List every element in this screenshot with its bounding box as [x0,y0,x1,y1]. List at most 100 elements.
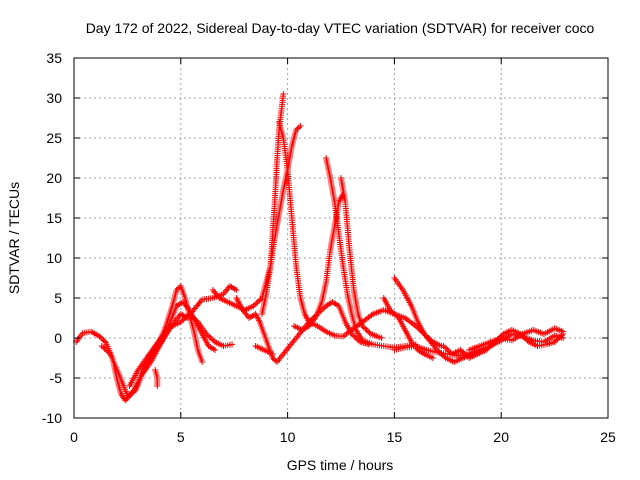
y-tick-label: 10 [46,250,62,266]
series-sat-q [440,327,567,361]
data-point [209,336,216,343]
data-point [523,336,530,343]
data-point [183,313,190,320]
y-tick-label: 5 [54,290,62,306]
data-point [210,337,217,344]
y-tick-label: 30 [46,90,62,106]
data-point [391,311,398,317]
data-point [295,124,302,131]
y-axis-label: SDTVAR / TECUs [6,182,22,294]
y-tick-label: -10 [42,410,62,426]
series-sat-e [152,367,161,389]
data-point [105,349,112,356]
data-point [173,287,180,293]
data-point [392,312,399,319]
data-point [101,338,108,345]
data-point [100,344,107,351]
data-point [297,123,304,129]
data-point [460,349,467,356]
data-point [389,309,396,316]
data-point [359,323,366,329]
data-point [182,315,189,321]
data-point [180,316,187,323]
data-point [174,285,181,292]
data-point [461,351,468,357]
data-point [256,297,263,304]
data-point [104,348,111,355]
data-point [457,347,464,353]
series-sat-m [252,343,276,357]
data-point [394,313,401,320]
y-tick-labels: -10 -5 0 5 10 15 20 25 30 35 [42,50,62,426]
data-point [253,300,260,307]
data-point [557,333,564,340]
data-point [560,328,567,335]
data-point [459,348,466,355]
data-point [446,348,453,355]
data-point [123,396,130,403]
series-sat-r [466,325,567,353]
data-point [250,303,257,309]
data-point [360,324,367,331]
data-point [96,333,103,340]
data-point [321,304,328,311]
data-point [211,347,218,353]
data-point [257,296,264,303]
data-point [365,328,372,335]
data-point [293,127,300,133]
data-point [362,325,369,332]
data-point [363,327,370,333]
x-tick-label: 25 [600,429,616,445]
data-point [271,356,278,363]
data-point [197,298,204,305]
data-point [254,299,261,305]
data-point [99,335,106,342]
data-point [152,367,159,373]
data-point [429,355,436,361]
data-point [412,323,419,329]
x-tick-label: 15 [387,429,403,445]
plot-frame [73,57,609,419]
data-point [280,91,287,97]
data-point [207,335,214,341]
data-point [498,332,505,339]
data-point [199,359,206,365]
data-point [484,345,491,352]
series-sat-d [139,299,218,377]
chart-title: Day 172 of 2022, Sidereal Day-to-day VTE… [86,20,595,36]
data-point [229,341,236,348]
x-tick-label: 0 [70,429,78,445]
data-point [206,333,213,340]
data-point [440,343,447,349]
data-points [73,91,567,404]
data-point [444,347,451,353]
data-point [441,353,448,360]
x-tick-labels: 0 5 10 15 20 25 [70,429,616,445]
data-point [103,347,110,353]
data-point [100,337,107,344]
y-tick-label: 20 [46,170,62,186]
data-point [269,351,276,357]
data-point [179,317,186,324]
data-point [387,307,394,313]
y-tick-label: 35 [46,50,62,66]
tick-marks [73,57,609,419]
data-point [378,335,385,341]
data-point [350,332,357,339]
data-point [251,301,258,308]
y-tick-label: 15 [46,210,62,226]
data-point [554,336,561,343]
data-point [524,337,531,344]
series-sat-h [258,123,304,317]
data-point [553,337,560,344]
data-point [463,352,470,359]
data-point [441,344,448,351]
data-point [320,305,327,312]
data-point [483,347,490,353]
data-point [122,397,129,404]
x-tick-label: 20 [493,429,509,445]
data-point [97,334,104,341]
data-point [555,335,562,341]
y-tick-label: 0 [54,330,62,346]
